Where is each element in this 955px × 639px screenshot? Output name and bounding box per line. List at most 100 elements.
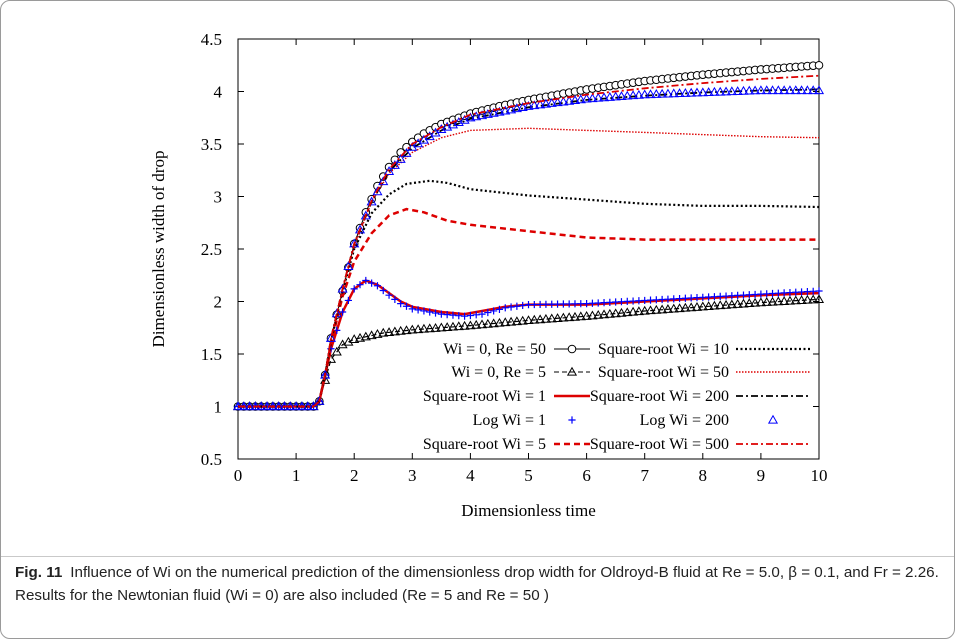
series-1-point — [511, 316, 522, 326]
series-8-point — [593, 92, 604, 102]
series-3-point — [484, 308, 492, 317]
series-8-point — [598, 92, 610, 102]
series-1-point — [349, 334, 360, 343]
series-8-point — [482, 109, 493, 118]
series-9-line — [238, 74, 820, 408]
series-8-point — [802, 85, 813, 95]
series-3-point — [460, 312, 469, 320]
series-8-point — [680, 87, 691, 97]
series-3-point — [414, 306, 422, 314]
series-1-point — [686, 302, 697, 312]
series-3-point — [338, 308, 347, 316]
series-8-point — [523, 100, 534, 110]
legend-label: Wi = 0, Re = 5 — [451, 364, 546, 381]
series-1-point — [564, 312, 575, 322]
y-tick-label: 1.5 — [201, 345, 222, 364]
series-1-point — [651, 304, 662, 314]
series-8-point — [360, 210, 371, 220]
series-1-point — [569, 311, 581, 321]
series-1-point — [709, 300, 720, 310]
series-8-point — [552, 97, 563, 107]
legend-label: Square-root Wi = 10 — [598, 341, 729, 358]
series-8-point — [616, 91, 627, 100]
series-1-point — [662, 304, 674, 313]
series-1-point — [378, 327, 389, 337]
x-axis-label: Dimensionless time — [461, 501, 596, 520]
series-8-point — [354, 224, 366, 234]
series-8-point — [540, 98, 551, 108]
series-1-point — [407, 324, 418, 334]
series-1-point — [436, 322, 447, 332]
legend-label: Square-root Wi = 1 — [423, 388, 546, 405]
series-7-line — [238, 88, 820, 408]
x-tick-label: 5 — [524, 466, 533, 485]
series-1-point — [813, 294, 825, 304]
series-8-point — [720, 86, 732, 96]
series-1-point — [720, 299, 732, 309]
series-1-point — [575, 311, 586, 321]
series-1-point — [430, 322, 441, 332]
series-5-line — [238, 179, 820, 408]
series-8-point — [773, 85, 784, 95]
legend-label: Square-root Wi = 200 — [590, 388, 729, 405]
series-8-point — [703, 87, 714, 96]
series-3-point — [426, 308, 434, 316]
series-8-point — [273, 401, 284, 411]
series-1-point — [482, 318, 493, 328]
series-8-point — [686, 87, 697, 97]
y-tick-label: 2.5 — [201, 240, 222, 259]
x-tick-label: 2 — [350, 466, 359, 485]
caption-text: Influence of Wi on the numerical predict… — [15, 564, 939, 604]
series-8-point — [535, 99, 546, 109]
series-1-point — [395, 325, 406, 335]
series-1-point — [546, 313, 557, 323]
series-8-point — [784, 85, 796, 95]
series-3-point — [466, 311, 474, 320]
series-1-point — [593, 309, 604, 319]
series-8-point — [674, 88, 685, 98]
series-3-point — [431, 309, 440, 317]
x-tick-label: 8 — [699, 466, 708, 485]
series-8-point — [657, 88, 668, 98]
series-1-point — [354, 332, 366, 342]
series-1-point — [558, 312, 569, 322]
series-3-point — [507, 303, 515, 311]
series-1-point — [366, 330, 377, 340]
series-8-point — [668, 88, 679, 98]
series-8-point — [779, 85, 790, 95]
series-1-point — [633, 306, 644, 316]
series-3-point — [350, 285, 358, 293]
series-8-point — [500, 105, 511, 115]
legend-label: Square-root Wi = 5 — [423, 436, 546, 453]
series-1-point — [680, 302, 691, 312]
series-1-point — [500, 317, 511, 327]
series-8-point — [587, 93, 598, 103]
legend-label: Square-root Wi = 500 — [590, 436, 729, 453]
series-1-point — [668, 303, 679, 313]
series-1-point — [540, 313, 551, 323]
series-8-point — [813, 85, 825, 95]
series-8-point — [755, 85, 766, 95]
series-1-point — [517, 315, 528, 325]
series-8-point — [610, 91, 621, 101]
series-3-point — [472, 311, 480, 319]
series-8-point — [244, 401, 255, 411]
series-3-point — [519, 301, 527, 310]
series-1-point — [744, 298, 755, 308]
series-1-point — [552, 313, 563, 322]
y-tick-label: 0.5 — [201, 450, 222, 469]
legend-label: Square-root Wi = 50 — [598, 364, 729, 381]
series-8-point — [767, 85, 778, 95]
series-1-point — [726, 299, 737, 309]
series-1-point — [442, 322, 453, 331]
series-3-point — [490, 307, 498, 315]
series-1-point — [674, 303, 685, 313]
x-tick-label: 1 — [292, 466, 301, 485]
series-8-point — [796, 85, 807, 95]
series-8-point — [622, 90, 633, 100]
series-8-point — [494, 106, 505, 116]
series-1-point — [604, 308, 615, 318]
series-8-point — [750, 85, 761, 95]
x-tick-label: 0 — [234, 466, 243, 485]
